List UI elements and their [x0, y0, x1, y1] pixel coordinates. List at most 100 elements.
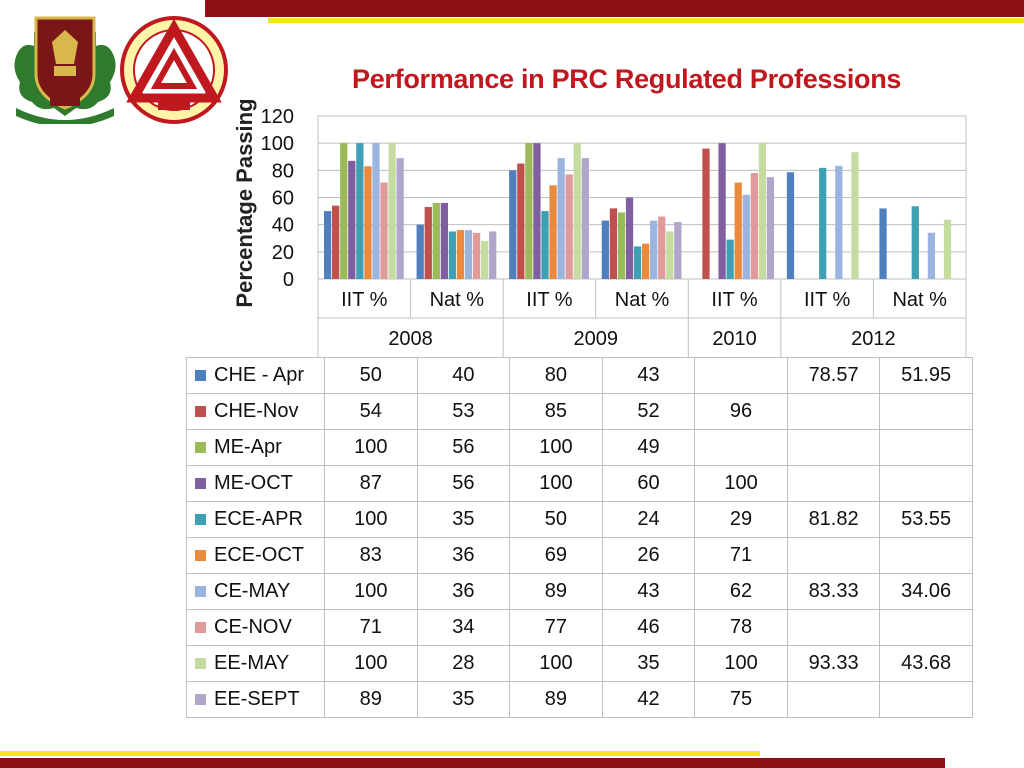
value-cell: 35 — [416, 501, 511, 538]
value-cell: 36 — [416, 537, 511, 574]
series-name: ME-Apr — [214, 436, 282, 458]
value-cell: 77 — [509, 609, 603, 646]
series-name: ECE-APR — [214, 508, 303, 530]
legend-swatch — [195, 406, 206, 418]
y-tick-label: 60 — [272, 188, 294, 210]
series-name-cell: ME-OCT — [186, 465, 325, 502]
value-cell: 43 — [601, 357, 696, 394]
series-name-cell: CE-NOV — [186, 609, 325, 646]
value-cell: 100 — [324, 573, 418, 610]
bar — [549, 185, 557, 279]
legend-swatch — [195, 550, 206, 562]
value-cell — [786, 393, 881, 430]
series-name-cell: ECE-APR — [186, 501, 325, 538]
value-cell: 43 — [601, 573, 696, 610]
series-name: ME-OCT — [214, 472, 293, 494]
value-cell: 29 — [694, 501, 788, 538]
bar — [541, 211, 549, 279]
bar — [364, 166, 372, 279]
legend-swatch — [195, 658, 206, 670]
group-label: 2008 — [388, 328, 433, 350]
legend-swatch — [195, 622, 206, 634]
category-label: IIT % — [711, 289, 758, 311]
bar — [380, 182, 388, 279]
group-label: 2010 — [712, 328, 757, 350]
value-cell: 87 — [324, 465, 418, 502]
slide-title: Performance in PRC Regulated Professions — [352, 64, 902, 94]
value-cell: 96 — [694, 393, 788, 430]
bar — [943, 219, 952, 279]
value-cell: 100 — [324, 429, 418, 466]
value-cell — [879, 681, 973, 718]
series-name: CE-MAY — [214, 580, 291, 602]
table-row: ME-OCT 87 56 100 60 100 — [186, 465, 973, 502]
bar — [509, 170, 517, 279]
bar — [348, 160, 356, 279]
series-name-cell: CHE - Apr — [186, 357, 325, 394]
value-cell: 24 — [601, 501, 696, 538]
value-cell: 26 — [601, 537, 696, 574]
bar — [750, 173, 758, 279]
university-seal-logo — [14, 16, 116, 124]
bar — [819, 167, 827, 279]
bar — [456, 230, 465, 279]
value-cell — [786, 609, 881, 646]
bar — [851, 152, 859, 279]
bar — [786, 172, 795, 279]
value-cell: 36 — [416, 573, 511, 610]
value-cell: 34 — [416, 609, 511, 646]
bottom-yellow-line — [0, 751, 760, 756]
group-label: 2012 — [851, 328, 896, 350]
bar — [464, 230, 473, 279]
bar — [424, 207, 432, 279]
bar — [396, 158, 404, 279]
bar — [525, 143, 533, 279]
bar — [633, 246, 642, 279]
bar — [702, 148, 710, 279]
value-cell — [879, 465, 973, 502]
bar — [927, 232, 936, 279]
series-name: CHE - Apr — [214, 364, 305, 386]
category-label: IIT % — [804, 289, 851, 311]
bar — [625, 197, 634, 279]
bar — [758, 143, 766, 279]
value-cell: 46 — [601, 609, 696, 646]
value-cell: 81.82 — [786, 501, 881, 538]
value-cell: 75 — [694, 681, 788, 718]
category-label: Nat % — [615, 289, 670, 311]
series-name-cell: CHE-Nov — [186, 393, 325, 430]
legend-swatch — [195, 586, 206, 598]
value-cell: 100 — [694, 645, 788, 682]
bar — [674, 221, 682, 279]
value-cell: 40 — [416, 357, 511, 394]
series-name: CE-NOV — [214, 616, 292, 638]
series-name-cell: EE-SEPT — [186, 681, 325, 718]
y-tick-label: 100 — [261, 133, 294, 155]
series-name-cell: ME-Apr — [186, 429, 325, 466]
bar — [440, 202, 448, 279]
bar — [573, 143, 581, 279]
value-cell — [879, 393, 973, 430]
institute-of-technology-logo — [120, 16, 228, 124]
value-cell: 89 — [509, 573, 603, 610]
value-cell — [879, 429, 973, 466]
bar — [432, 202, 440, 279]
value-cell — [786, 429, 881, 466]
table-row: EE-MAY 100 28 100 35 100 93.33 43.68 — [186, 645, 973, 682]
category-label: IIT % — [526, 289, 573, 311]
value-cell: 100 — [324, 645, 418, 682]
value-cell: 51.95 — [879, 357, 973, 394]
value-cell: 89 — [324, 681, 418, 718]
value-cell: 83.33 — [786, 573, 881, 610]
group-label: 2009 — [573, 328, 618, 350]
value-cell: 56 — [416, 429, 511, 466]
bottom-red-band — [0, 758, 945, 768]
series-name: EE-MAY — [214, 652, 290, 674]
value-cell: 100 — [509, 429, 603, 466]
value-cell: 42 — [601, 681, 696, 718]
bar — [472, 232, 481, 279]
bar — [601, 220, 609, 279]
bar — [658, 216, 666, 279]
bar — [340, 143, 348, 279]
bar — [766, 177, 775, 280]
